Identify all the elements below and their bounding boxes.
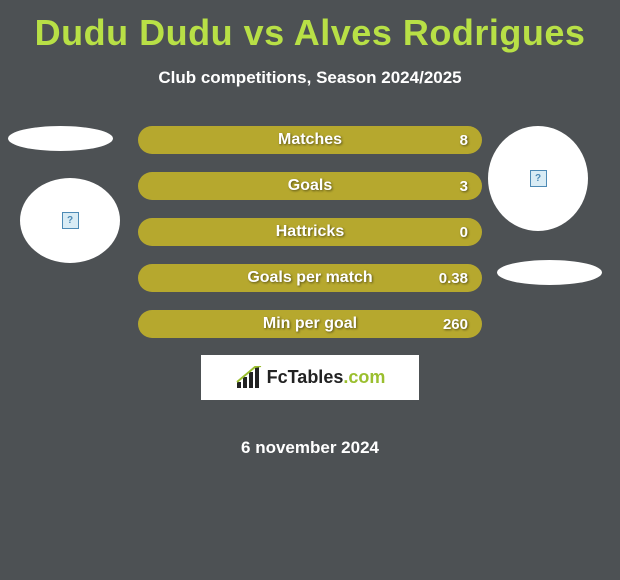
page-title: Dudu Dudu vs Alves Rodrigues <box>0 0 620 54</box>
stat-label: Matches <box>138 131 482 149</box>
stat-value-right: 8 <box>460 132 468 149</box>
brand-badge: FcTables.com <box>201 355 419 400</box>
stat-value-right: 0 <box>460 224 468 241</box>
stat-bar: Goals 3 <box>138 172 482 200</box>
avatar-placeholder-icon: ? <box>530 170 547 187</box>
stat-label: Goals <box>138 177 482 195</box>
player-left-avatar: ? <box>20 178 120 263</box>
brand-text-main: FcTables <box>267 367 344 387</box>
avatar-placeholder-icon: ? <box>62 212 79 229</box>
stat-bars: Matches 8 Goals 3 Hattricks 0 Goals per … <box>138 126 482 356</box>
stat-label: Goals per match <box>138 269 482 287</box>
stat-bar: Min per goal 260 <box>138 310 482 338</box>
brand-text-suffix: .com <box>343 367 385 387</box>
stat-value-right: 3 <box>460 178 468 195</box>
date-label: 6 november 2024 <box>0 438 620 458</box>
subtitle: Club competitions, Season 2024/2025 <box>0 68 620 88</box>
stat-value-right: 260 <box>443 316 468 333</box>
stat-value-right: 0.38 <box>439 270 468 287</box>
player-right-shadow <box>497 260 602 285</box>
stat-label: Min per goal <box>138 315 482 333</box>
stat-bar: Hattricks 0 <box>138 218 482 246</box>
stat-bar: Goals per match 0.38 <box>138 264 482 292</box>
stat-bar: Matches 8 <box>138 126 482 154</box>
brand-name: FcTables.com <box>267 367 386 388</box>
player-left-shadow <box>8 126 113 151</box>
stat-label: Hattricks <box>138 223 482 241</box>
player-right-avatar: ? <box>488 126 588 231</box>
brand-chart-icon <box>235 366 263 390</box>
comparison-stage: ? ? Matches 8 Goals 3 Hattricks 0 Goals … <box>0 108 620 408</box>
